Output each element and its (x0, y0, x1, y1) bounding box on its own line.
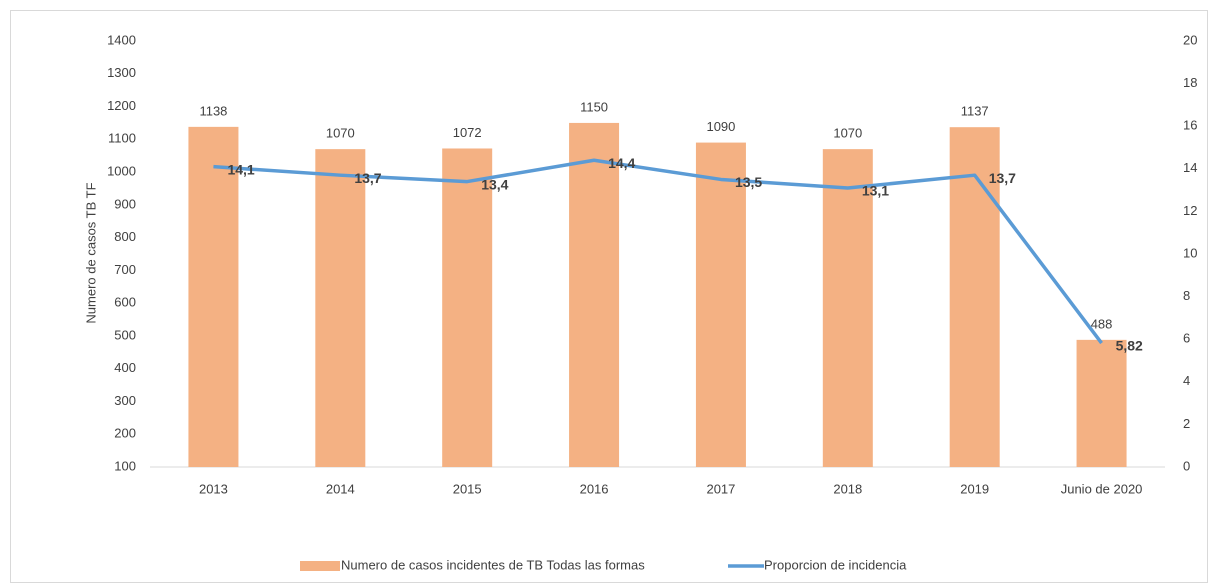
y-tick-label: 900 (114, 196, 136, 211)
line-value-label: 5,82 (1116, 338, 1143, 354)
y-tick-label: 800 (114, 229, 136, 244)
y-tick-label: 600 (114, 295, 136, 310)
bar-value-label: 1070 (833, 126, 862, 141)
x-tick-label: Junio de 2020 (1061, 481, 1143, 496)
legend-swatch (300, 561, 340, 571)
y-tick-label: 1000 (107, 164, 136, 179)
bar-value-label: 488 (1091, 316, 1113, 331)
bar (442, 148, 493, 467)
y-tick-label: 100 (114, 458, 136, 473)
y-tick-label: 1100 (108, 131, 136, 146)
y2-tick-label: 18 (1183, 75, 1197, 90)
bar-value-label: 1090 (706, 119, 735, 134)
y2-tick-label: 4 (1183, 373, 1190, 388)
line-value-label: 13,5 (735, 174, 762, 190)
line-value-label: 14,4 (608, 155, 635, 171)
x-tick-label: 2018 (833, 481, 862, 496)
y-tick-label: 700 (114, 262, 136, 277)
line-value-label: 14,1 (227, 161, 254, 177)
x-tick-label: 2019 (960, 481, 989, 496)
line-value-label: 13,1 (862, 183, 889, 199)
x-tick-label: 2017 (706, 481, 735, 496)
bar (695, 142, 746, 468)
bar-value-label: 1070 (326, 126, 355, 141)
bar (949, 127, 1000, 467)
x-tick-label: 2015 (453, 481, 482, 496)
y2-tick-label: 20 (1183, 32, 1197, 47)
y-tick-label: 1300 (107, 65, 136, 80)
y2-tick-label: 14 (1183, 160, 1197, 175)
bar-value-label: 1138 (199, 103, 227, 118)
y2-tick-label: 2 (1183, 416, 1190, 431)
y2-tick-label: 10 (1183, 245, 1197, 260)
y2-tick-label: 8 (1183, 288, 1190, 303)
bar-value-label: 1072 (453, 125, 482, 140)
x-tick-label: 2013 (199, 481, 228, 496)
y2-tick-label: 16 (1183, 118, 1197, 133)
y-tick-label: 300 (114, 393, 136, 408)
y2-tick-label: 12 (1183, 203, 1197, 218)
legend-label: Proporcion de incidencia (764, 557, 907, 572)
y-tick-label: 1200 (107, 98, 136, 113)
bar (315, 149, 366, 467)
line-value-label: 13,7 (989, 170, 1016, 186)
x-tick-label: 2016 (580, 481, 609, 496)
line (213, 158, 1103, 345)
y-tick-label: 200 (114, 426, 136, 441)
y-tick-label: 400 (114, 360, 136, 375)
y2-tick-label: 0 (1183, 458, 1190, 473)
line-value-label: 13,4 (481, 176, 508, 192)
bar (188, 126, 239, 468)
bar (1076, 339, 1127, 467)
bar-value-label: 1137 (961, 104, 989, 119)
bar (822, 149, 873, 467)
bar-value-label: 1150 (580, 99, 608, 114)
y-tick-label: 1400 (107, 32, 136, 47)
line-value-label: 13,7 (354, 170, 381, 186)
x-tick-label: 2014 (326, 481, 355, 496)
bar (569, 122, 620, 467)
y2-tick-label: 6 (1183, 331, 1190, 346)
legend-label: Numero de casos incidentes de TB Todas l… (341, 557, 645, 572)
y-axis-title: Numero de casos TB TF (83, 182, 98, 323)
y-tick-label: 500 (114, 327, 136, 342)
